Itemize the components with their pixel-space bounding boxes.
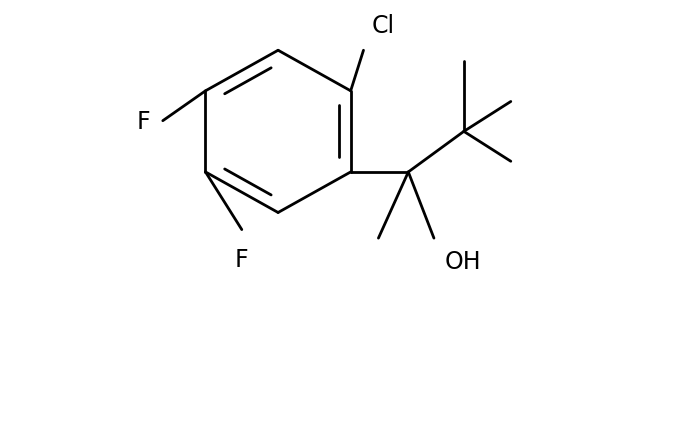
Text: F: F bbox=[235, 247, 249, 271]
Text: F: F bbox=[137, 109, 150, 133]
Text: Cl: Cl bbox=[372, 14, 395, 38]
Text: OH: OH bbox=[445, 249, 481, 273]
